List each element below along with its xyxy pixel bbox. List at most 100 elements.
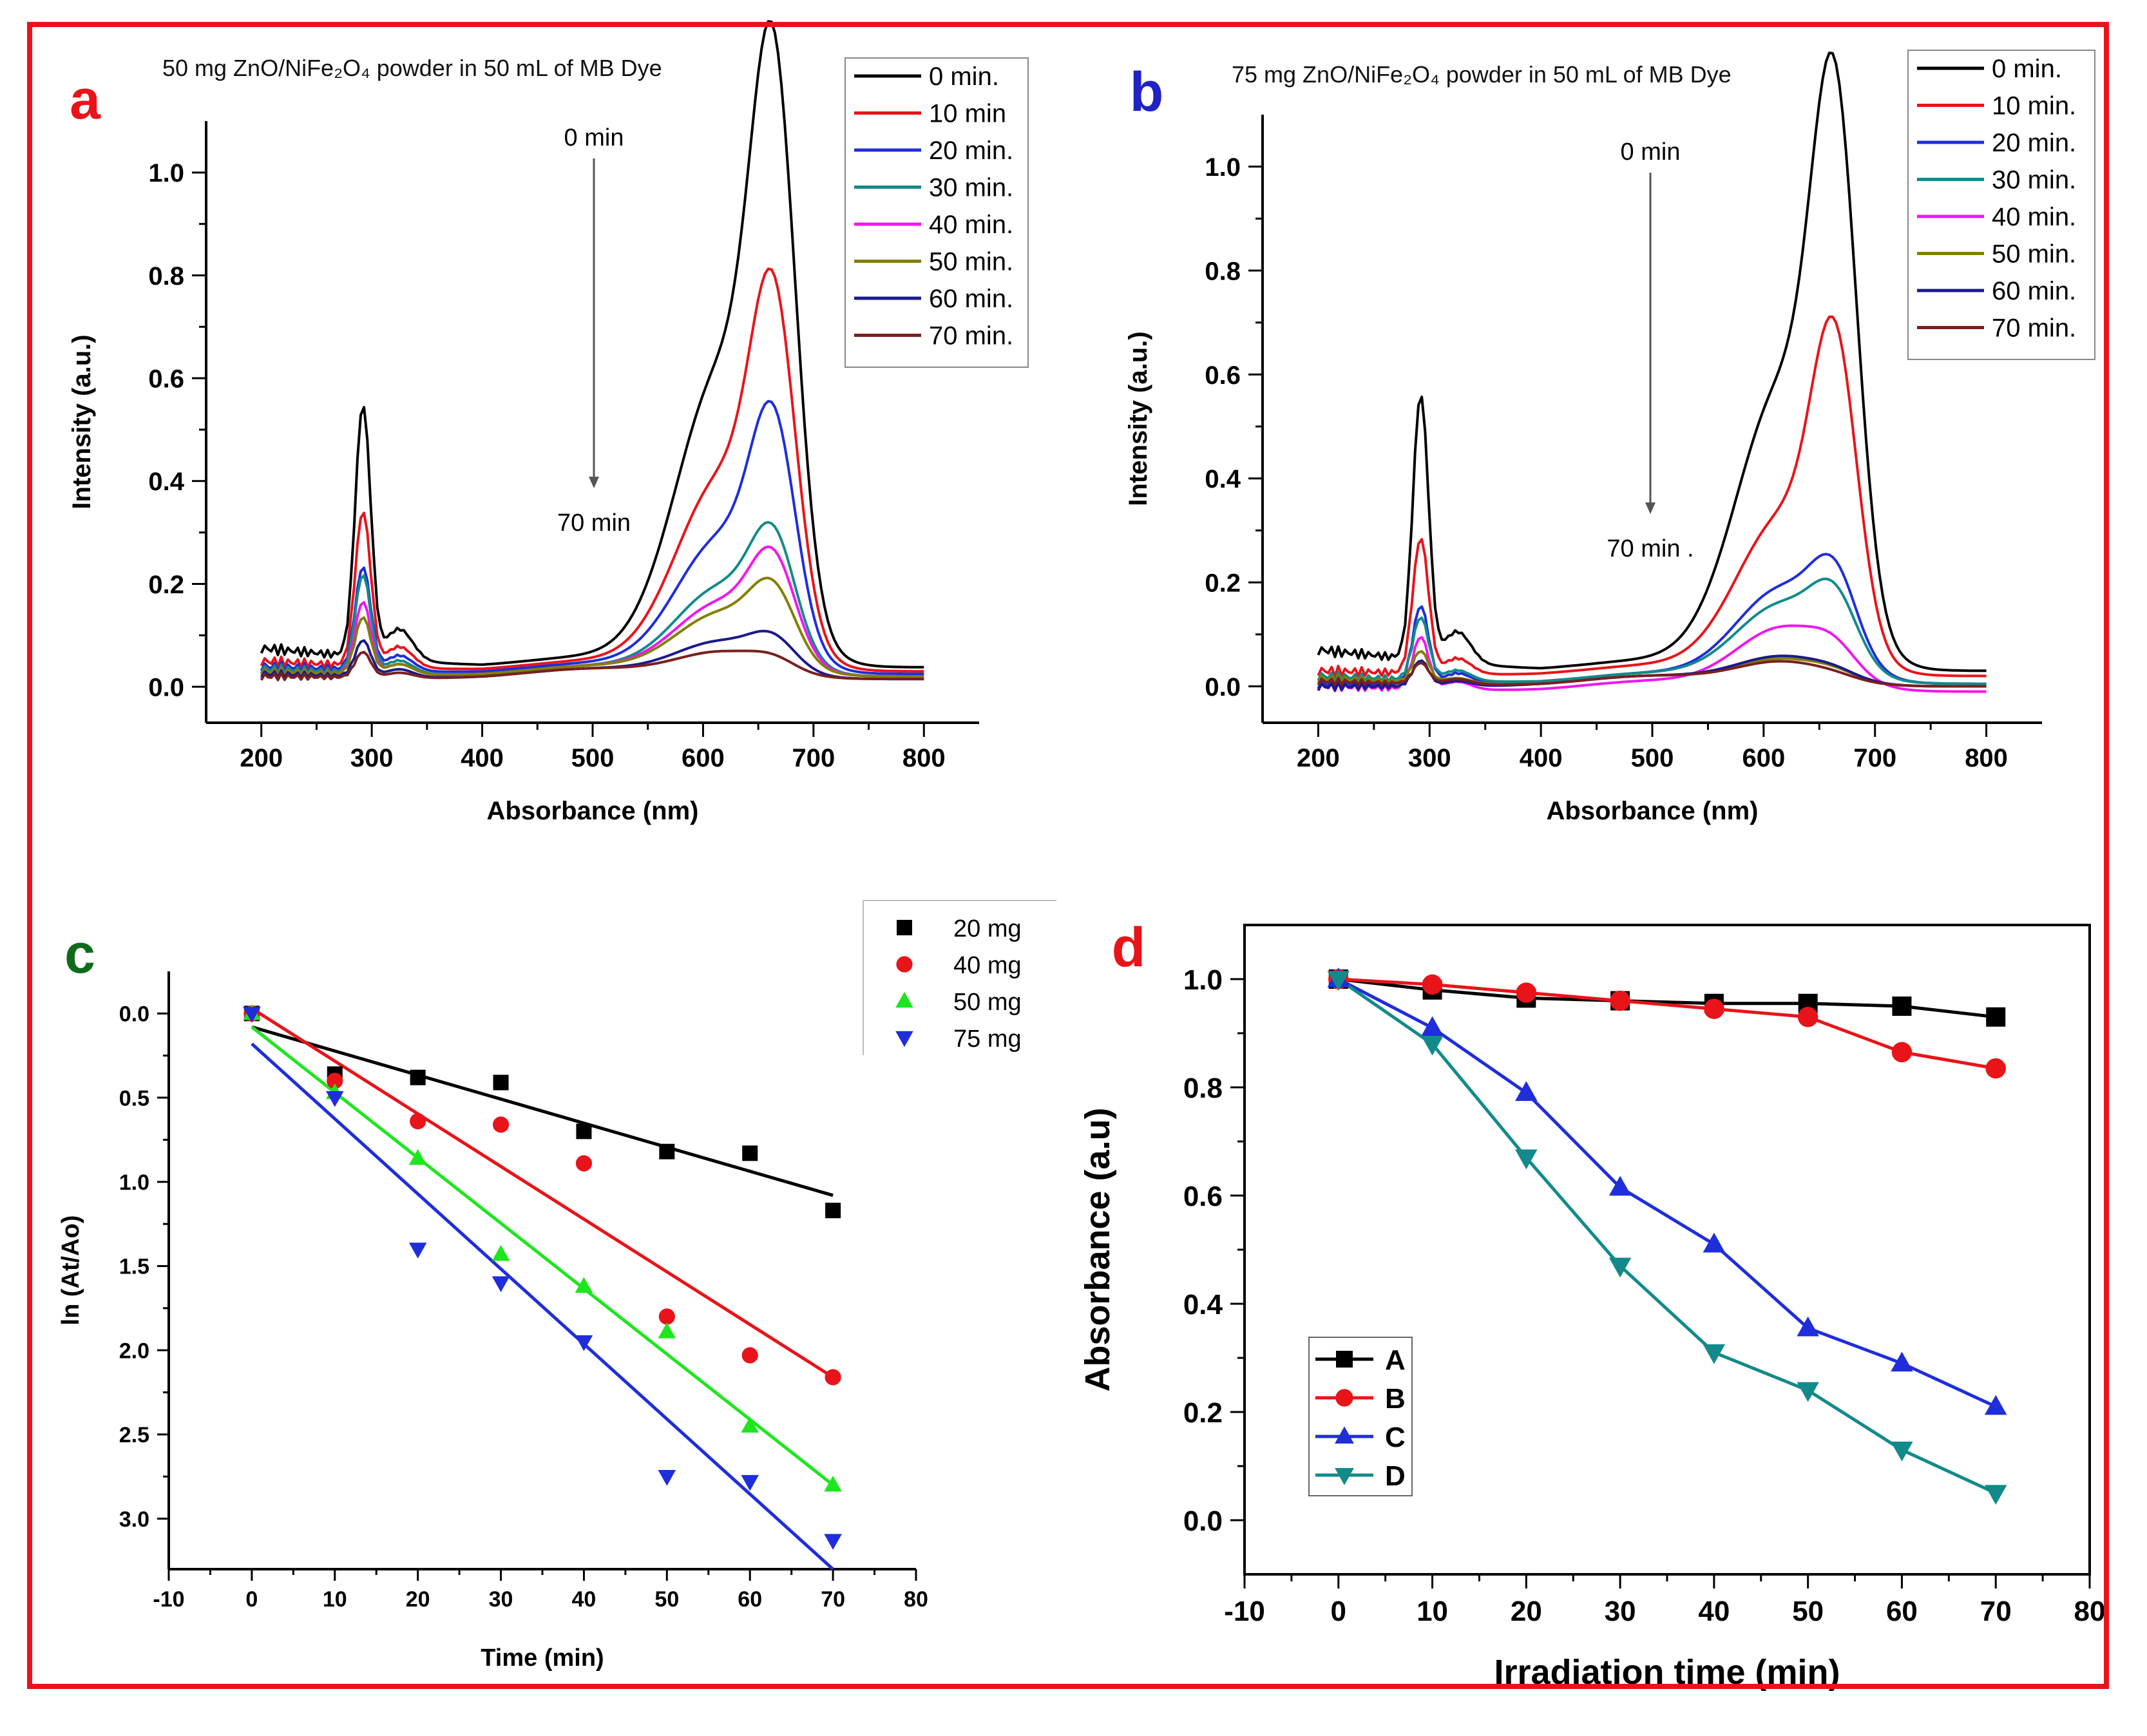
x-tick-label: 400 <box>461 744 504 772</box>
x-tick-label: 70 <box>821 1587 845 1612</box>
data-point-1 <box>1422 974 1443 995</box>
y-tick-label: 0.6 <box>1205 361 1241 390</box>
y-tick-label: 0.2 <box>1205 569 1241 598</box>
y-tick-label: 0.2 <box>148 571 184 599</box>
data-point-3 <box>1797 1382 1819 1402</box>
x-tick-label: 700 <box>792 744 835 772</box>
data-point-1 <box>1704 998 1724 1019</box>
series-line-4 <box>1317 624 1987 693</box>
x-tick-label: 600 <box>682 744 725 772</box>
data-point-0 <box>1892 997 1912 1016</box>
x-tick-label: 50 <box>1792 1596 1824 1627</box>
data-point-2 <box>1515 1081 1538 1102</box>
data-point-0 <box>493 1074 509 1091</box>
series-line-1 <box>1338 977 1996 1071</box>
legend-label: 40 min. <box>929 211 1013 239</box>
y-tick-label: 0.0 <box>1183 1505 1223 1537</box>
data-point-2 <box>824 1475 842 1492</box>
legend-label: A <box>1385 1344 1406 1376</box>
data-point-2 <box>741 1416 759 1433</box>
data-point-0 <box>659 1143 675 1159</box>
data-point-1 <box>658 1308 675 1325</box>
legend-label: 0 min. <box>929 62 999 91</box>
data-point-3 <box>824 1534 842 1550</box>
x-tick-label: 40 <box>1698 1596 1730 1627</box>
legend-label: 40 min. <box>1992 203 2076 231</box>
data-point-3 <box>1515 1149 1538 1170</box>
data-point-2 <box>1891 1351 1913 1372</box>
series-line-5 <box>260 577 924 678</box>
y-tick-label: 0.6 <box>1183 1181 1223 1212</box>
x-tick-label: 50 <box>654 1587 679 1612</box>
data-point-3 <box>1703 1344 1726 1364</box>
panel-letter: d <box>1112 917 1146 978</box>
legend-label: 10 min. <box>1992 92 2076 120</box>
y-tick-label: 0.8 <box>148 262 184 291</box>
data-point-1 <box>410 1113 426 1130</box>
x-tick-label: 70 <box>1980 1596 2012 1627</box>
fit-line-0 <box>251 1025 834 1197</box>
data-point-3 <box>575 1335 593 1351</box>
series-line-1 <box>1317 315 1987 678</box>
x-tick-label: 10 <box>1417 1596 1448 1627</box>
data-point-0 <box>742 1145 758 1161</box>
panel-title: 75 mg ZnO/NiFe₂O₄ powder in 50 mL of MB … <box>1232 61 1732 88</box>
x-tick-label: 500 <box>571 744 615 772</box>
x-tick-label: 80 <box>2074 1596 2106 1627</box>
legend-label: 40 mg <box>953 952 1022 979</box>
x-tick-label: 80 <box>904 1587 928 1612</box>
x-tick-label: 0 <box>245 1587 258 1612</box>
legend-label: 30 min. <box>1992 166 2076 195</box>
data-point-0 <box>825 1203 841 1219</box>
legend-label: 0 min. <box>1992 55 2062 83</box>
y-tick-label: 0.0 <box>1205 673 1241 701</box>
series-line-7 <box>260 649 924 682</box>
y-tick-label: 0.6 <box>148 365 184 394</box>
fit-line-2 <box>251 1025 834 1487</box>
x-tick-label: 500 <box>1631 744 1674 772</box>
legend-marker <box>1336 1351 1353 1368</box>
y-tick-label: 0.2 <box>1183 1397 1223 1429</box>
panel-title: 50 mg ZnO/NiFe₂O₄ powder in 50 mL of MB … <box>162 55 662 81</box>
y-tick-label: 0.8 <box>1183 1073 1223 1104</box>
legend-label: 50 mg <box>953 989 1022 1016</box>
legend-box <box>844 57 1029 368</box>
y-tick-label: 1.0 <box>1205 153 1241 182</box>
y-tick-label: 1.5 <box>119 1255 149 1279</box>
data-point-2 <box>1703 1232 1726 1253</box>
data-point-3 <box>658 1470 676 1486</box>
data-point-1 <box>327 1073 343 1089</box>
data-point-1 <box>492 1116 510 1133</box>
fit-line-3 <box>251 1042 834 1570</box>
x-tick-label: 20 <box>406 1587 430 1612</box>
x-tick-label: 30 <box>1605 1596 1636 1627</box>
data-point-1 <box>1891 1042 1913 1063</box>
x-tick-label: 200 <box>1297 744 1340 772</box>
annotation-start: 0 min <box>564 124 624 151</box>
data-point-1 <box>1516 982 1537 1003</box>
data-point-0 <box>410 1069 426 1085</box>
legend-label: 50 min. <box>929 248 1013 276</box>
legend-label: 75 mg <box>953 1025 1022 1053</box>
data-point-1 <box>741 1347 758 1364</box>
panel-letter: b <box>1130 61 1164 123</box>
data-point-1 <box>1610 990 1630 1011</box>
legend-marker <box>895 1031 913 1047</box>
data-point-1 <box>575 1155 593 1172</box>
legend-marker <box>1335 1426 1354 1444</box>
legend-label: 70 min. <box>1992 314 2076 343</box>
data-point-1 <box>1985 1058 2006 1079</box>
y-tick-label: 0.4 <box>1205 465 1241 493</box>
y-tick-label: 2.5 <box>119 1423 149 1447</box>
data-point-1 <box>1797 1007 1818 1027</box>
legend-marker <box>896 956 913 973</box>
x-tick-label: 0 <box>1331 1596 1346 1627</box>
series-line-0 <box>1317 52 1987 672</box>
legend-label: 60 min. <box>1992 277 2076 305</box>
x-tick-label: 200 <box>240 744 283 772</box>
y-tick-label: 1.0 <box>1183 964 1223 996</box>
annotation-arrowhead <box>589 477 599 488</box>
series-line-1 <box>260 267 924 673</box>
y-tick-label: 0.8 <box>1205 257 1241 285</box>
legend-marker <box>1335 1467 1354 1485</box>
